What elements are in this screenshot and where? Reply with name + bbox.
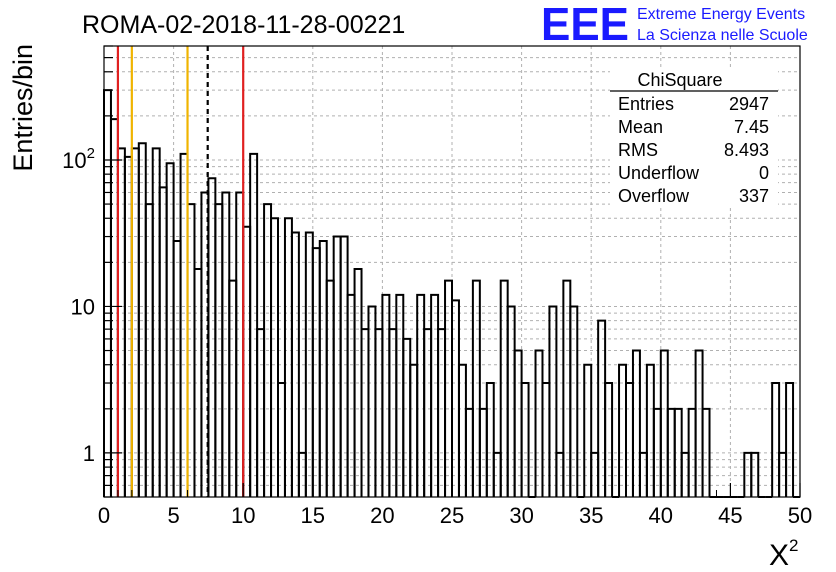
histogram-bin <box>485 382 495 497</box>
histogram-bin <box>513 349 523 497</box>
histogram-bin <box>360 328 370 497</box>
eee-logo-line1: Extreme Energy Events <box>637 6 805 23</box>
y-tick-label: 10 <box>71 294 95 319</box>
reference-lines-layer <box>116 46 245 497</box>
x-tick-label: 40 <box>649 503 673 528</box>
histogram-bin <box>277 382 286 497</box>
histogram-bin <box>339 235 349 497</box>
histogram-bin <box>506 305 516 497</box>
histogram-bin <box>750 451 760 497</box>
histogram-bin <box>583 363 593 497</box>
tick-layer: 0 5 10 15 20 25 30 35 40 45 50 1 10 102 <box>62 45 812 528</box>
histogram-bin <box>318 239 328 497</box>
histogram-bin <box>290 231 300 497</box>
histogram-bin <box>631 349 641 497</box>
histogram-bin <box>471 279 481 497</box>
histogram-bin <box>659 349 669 497</box>
chart-title: ROMA-02-2018-11-28-00221 <box>82 11 405 39</box>
histogram-bin <box>437 328 447 497</box>
histogram-bin <box>103 89 112 497</box>
histogram-bin <box>625 382 634 497</box>
histogram-bin <box>541 382 551 497</box>
x-tick-label: 10 <box>231 503 255 528</box>
histogram-bin <box>771 382 781 497</box>
stats-row-value: 337 <box>739 186 769 206</box>
histogram-bin <box>701 407 711 497</box>
histogram-bin <box>548 305 558 497</box>
histogram-bin <box>151 147 161 497</box>
histogram-bin <box>249 152 259 497</box>
histogram-bin <box>694 349 704 497</box>
stats-row-value: 7.45 <box>734 117 769 137</box>
histogram-bin <box>618 363 627 497</box>
stats-row-label: Entries <box>618 94 674 114</box>
histogram-bin <box>270 217 279 497</box>
histogram-bin <box>388 328 398 497</box>
x-tick-label: 35 <box>579 503 603 528</box>
stats-row-value: 2947 <box>729 94 769 114</box>
stats-row-label: Underflow <box>618 163 700 183</box>
y-tick-label: 102 <box>62 145 95 173</box>
x-axis-label-exp: 2 <box>789 536 798 555</box>
eee-logo-line2: La Scienza nelle Scuole <box>637 27 808 44</box>
x-tick-label: 50 <box>788 503 812 528</box>
stats-box-rows: Entries 2947 Mean 7.45 RMS 8.493 Underflow 0 Ove… <box>618 94 769 206</box>
stats-row-label: Mean <box>618 117 663 137</box>
y-tick-label: 1 <box>83 441 95 466</box>
histogram-bin <box>374 328 384 497</box>
histogram-bin <box>423 328 433 497</box>
stats-box-title: ChiSquare <box>637 70 722 90</box>
histogram-layer <box>103 89 800 498</box>
eee-logo: EEE Extreme Energy Events La Scienza nel… <box>541 0 808 50</box>
stats-row-value: 8.493 <box>724 140 769 160</box>
stats-row-label: RMS <box>618 140 658 160</box>
histogram-bin <box>569 305 579 497</box>
histogram-bin <box>534 349 544 497</box>
y-axis-label: Entries/bin <box>8 44 38 172</box>
histogram-bin <box>283 217 293 497</box>
histogram-bin <box>367 305 377 497</box>
histogram-bin <box>221 191 231 497</box>
histogram-bin <box>402 337 412 497</box>
x-tick-label: 15 <box>301 503 325 528</box>
histogram-bin <box>785 382 795 497</box>
x-axis-label: X2 <box>769 536 798 572</box>
histogram-bin <box>158 186 168 497</box>
x-tick-label: 45 <box>718 503 742 528</box>
eee-logo-mark: EEE <box>541 0 629 50</box>
histogram-bin <box>207 177 217 497</box>
histogram-bin <box>409 363 419 497</box>
x-tick-label: 20 <box>370 503 394 528</box>
histogram-bin <box>457 363 467 497</box>
histogram-bin <box>256 328 266 497</box>
x-tick-label: 30 <box>509 503 533 528</box>
histogram-bin <box>604 382 614 497</box>
histogram-bin <box>165 162 175 497</box>
x-tick-label: 25 <box>440 503 464 528</box>
histogram-bin <box>172 239 182 497</box>
histogram-bin <box>332 235 342 497</box>
x-tick-label: 5 <box>167 503 179 528</box>
stats-row-label: Overflow <box>618 186 690 206</box>
x-tick-label: 0 <box>98 503 110 528</box>
stats-box: ChiSquare Entries 2947 Mean 7.45 RMS 8.493 Und… <box>610 68 778 208</box>
histogram-bin <box>520 382 530 497</box>
histogram-bin <box>645 363 655 497</box>
x-axis-label-base: X <box>769 539 789 572</box>
stats-row-value: 0 <box>759 163 769 183</box>
